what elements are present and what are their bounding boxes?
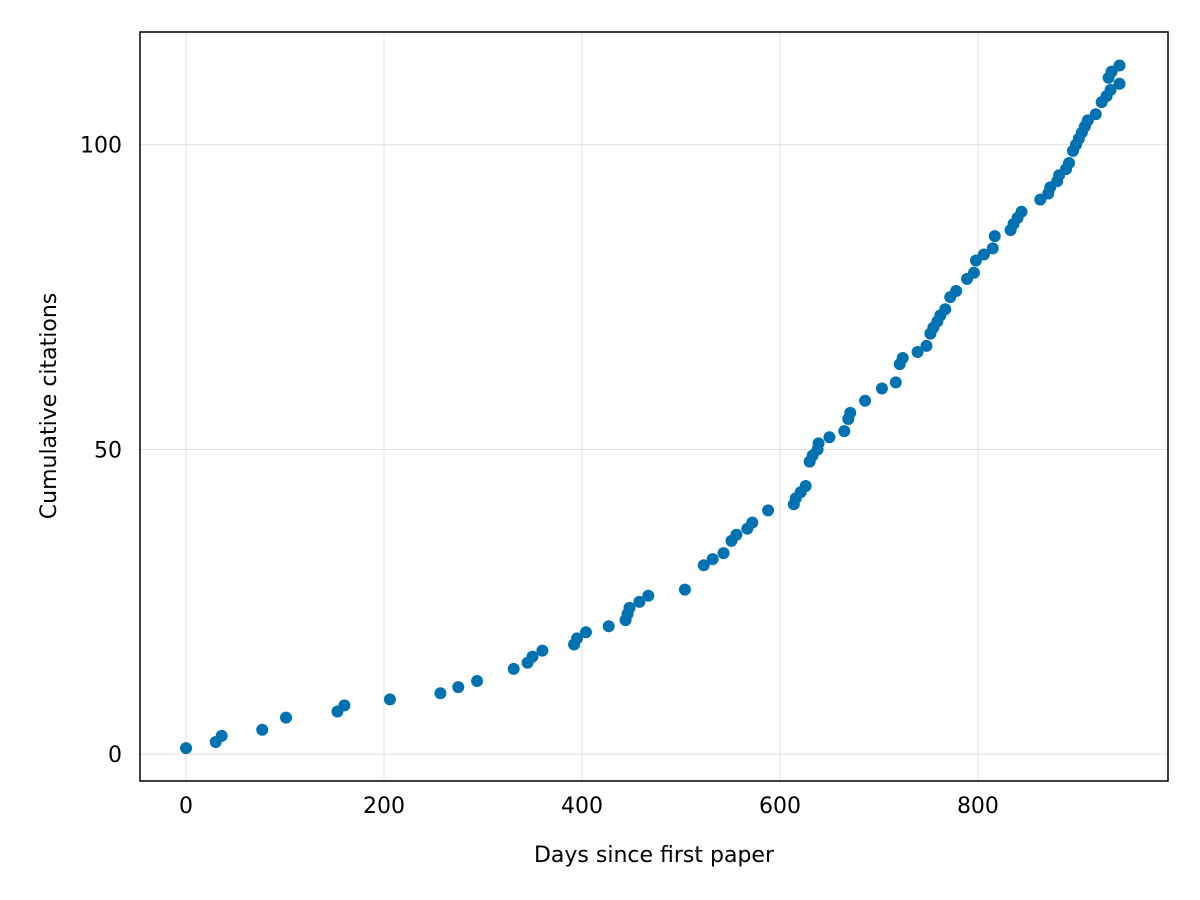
x-tick-label: 200 bbox=[363, 794, 405, 819]
point bbox=[633, 595, 646, 608]
point bbox=[215, 729, 228, 742]
point bbox=[526, 650, 539, 663]
point bbox=[875, 382, 888, 395]
point bbox=[889, 376, 902, 389]
point bbox=[452, 681, 465, 694]
point bbox=[1113, 59, 1126, 72]
point bbox=[623, 601, 636, 614]
point bbox=[859, 394, 872, 407]
point bbox=[697, 559, 710, 572]
point bbox=[536, 644, 549, 657]
point bbox=[911, 345, 924, 358]
point bbox=[920, 339, 933, 352]
point bbox=[338, 699, 351, 712]
point bbox=[730, 528, 743, 541]
point bbox=[967, 266, 980, 279]
point bbox=[823, 431, 836, 444]
point bbox=[717, 547, 730, 560]
point bbox=[1113, 77, 1126, 90]
y-tick-label: 0 bbox=[108, 743, 122, 768]
point bbox=[280, 711, 293, 724]
point bbox=[799, 480, 812, 493]
point bbox=[986, 242, 999, 255]
point bbox=[812, 437, 825, 450]
point bbox=[180, 742, 193, 755]
point bbox=[1104, 83, 1117, 96]
x-tick-label: 0 bbox=[179, 794, 193, 819]
point bbox=[507, 662, 520, 675]
point bbox=[896, 352, 909, 365]
point bbox=[706, 553, 719, 566]
point bbox=[571, 632, 584, 645]
point bbox=[939, 303, 952, 316]
point bbox=[950, 285, 963, 298]
y-tick-label: 100 bbox=[80, 134, 122, 159]
point bbox=[602, 620, 615, 633]
point bbox=[977, 248, 990, 261]
point bbox=[1063, 157, 1076, 170]
point bbox=[471, 675, 484, 688]
point bbox=[762, 504, 775, 517]
point bbox=[838, 425, 851, 438]
point bbox=[434, 687, 447, 700]
plot-frame bbox=[139, 31, 1169, 782]
point bbox=[1015, 205, 1028, 218]
point bbox=[746, 516, 759, 529]
y-axis-label: Cumulative citations bbox=[37, 293, 62, 519]
point bbox=[383, 693, 396, 706]
point bbox=[579, 626, 592, 639]
x-axis-label: Days since first paper bbox=[534, 843, 775, 868]
x-tick-label: 600 bbox=[759, 794, 801, 819]
x-tick-label: 800 bbox=[957, 794, 999, 819]
point bbox=[678, 583, 691, 596]
point bbox=[988, 230, 1001, 243]
point bbox=[844, 406, 857, 419]
y-tick-label: 50 bbox=[94, 438, 122, 463]
point bbox=[256, 723, 269, 736]
x-tick-label: 400 bbox=[561, 794, 603, 819]
point bbox=[1089, 108, 1102, 121]
point bbox=[642, 589, 655, 602]
